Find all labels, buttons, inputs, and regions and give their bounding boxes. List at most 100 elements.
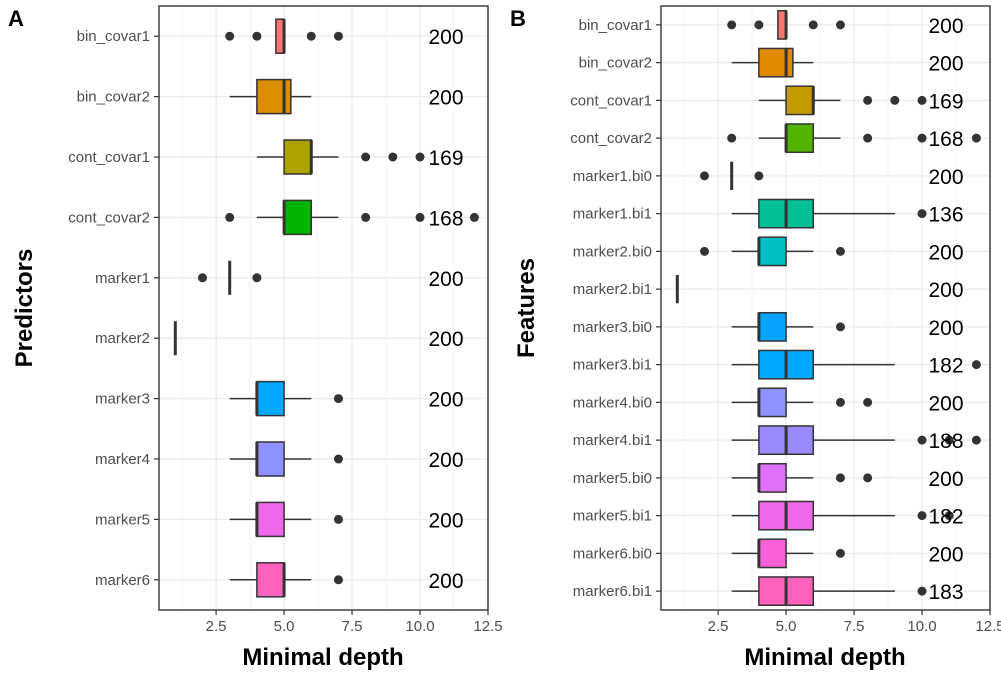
outlier-point xyxy=(700,171,710,181)
outlier-point xyxy=(727,20,737,30)
count-label: 200 xyxy=(928,15,963,38)
outlier-point xyxy=(198,273,208,283)
boxplot-marker5.bi1: 182 xyxy=(731,500,964,531)
count-label: 182 xyxy=(928,506,963,529)
boxplot-cont_covar2: 168 xyxy=(727,123,981,154)
count-label: 200 xyxy=(928,392,963,415)
count-label: 200 xyxy=(428,570,463,593)
count-label: 200 xyxy=(928,166,963,189)
boxplot-marker3: 200 xyxy=(229,380,464,417)
count-label: 200 xyxy=(428,87,463,110)
y-tick-label: marker2 xyxy=(95,330,150,347)
outlier-point xyxy=(361,152,371,162)
outlier-point xyxy=(944,511,954,521)
box-marker2.bi0 xyxy=(758,236,787,267)
y-tick-label: marker5.bi1 xyxy=(573,508,652,525)
count-label: 188 xyxy=(928,430,963,453)
box-marker4.bi0 xyxy=(758,387,787,418)
panel-b-tag: B xyxy=(510,6,526,31)
x-tick-label: 10.0 xyxy=(405,618,434,635)
y-tick-label: marker6.bi1 xyxy=(573,583,652,600)
boxplot-marker6: 200 xyxy=(229,562,464,598)
panel-a-plot-border xyxy=(159,6,488,610)
boxplot-marker4.bi1: 188 xyxy=(731,425,981,456)
x-tick-label: 7.5 xyxy=(844,618,865,635)
count-label: 200 xyxy=(928,53,963,76)
x-tick-label: 2.5 xyxy=(708,618,729,635)
count-label: 200 xyxy=(928,468,963,491)
outlier-point xyxy=(754,20,764,30)
outlier-point xyxy=(917,133,927,143)
box-marker6.bi0 xyxy=(758,538,787,569)
outlier-point xyxy=(361,212,371,222)
y-tick-label: cont_covar2 xyxy=(570,130,652,147)
boxplot-marker6.bi0: 200 xyxy=(731,538,964,569)
outlier-point xyxy=(333,394,343,404)
outlier-point xyxy=(835,548,845,558)
box-bin_covar2 xyxy=(758,47,794,78)
boxplot-cont_covar1: 169 xyxy=(758,85,964,116)
panel-b: B 200 200 169 168 200 136 200 200 200 182 200 188 20… xyxy=(510,5,1001,671)
y-tick-label: cont_covar1 xyxy=(68,149,150,166)
boxplot-marker3.bi0: 200 xyxy=(731,311,964,342)
count-label: 200 xyxy=(428,268,463,291)
y-tick-label: marker3.bi0 xyxy=(573,319,652,336)
outlier-point xyxy=(333,514,343,524)
panel-a-frame xyxy=(158,5,489,611)
y-tick-label: marker2.bi0 xyxy=(573,243,652,260)
box-marker5 xyxy=(256,501,285,538)
y-tick-label: bin_covar1 xyxy=(579,17,652,34)
outlier-point xyxy=(333,31,343,41)
outlier-point xyxy=(727,133,737,143)
count-label: 200 xyxy=(928,279,963,302)
outlier-point xyxy=(835,246,845,256)
boxplot-bin_covar2: 200 xyxy=(229,78,464,115)
outlier-point xyxy=(971,133,981,143)
box-cont_covar1 xyxy=(283,139,313,175)
boxplot-marker2.bi1: 200 xyxy=(675,274,964,304)
y-tick-label: marker1.bi1 xyxy=(573,206,652,223)
count-label: 136 xyxy=(928,204,963,227)
y-tick-label: cont_covar2 xyxy=(68,209,150,226)
outlier-point xyxy=(835,397,845,407)
outlier-point xyxy=(252,273,262,283)
boxplot-bin_covar1: 200 xyxy=(727,9,964,40)
count-label: 200 xyxy=(428,449,463,472)
box-cont_covar1 xyxy=(785,85,815,116)
x-tick-label: 12.5 xyxy=(975,618,1001,635)
x-tick-label: 7.5 xyxy=(342,618,363,635)
y-tick-label: marker3 xyxy=(95,391,150,408)
y-tick-label: marker2.bi1 xyxy=(573,281,652,298)
boxplot-cont_covar1: 169 xyxy=(256,139,464,175)
outlier-point xyxy=(917,511,927,521)
count-label: 200 xyxy=(428,389,463,412)
count-label: 168 xyxy=(928,128,963,151)
outlier-point xyxy=(917,586,927,596)
y-tick-label: marker5 xyxy=(95,511,150,528)
y-tick-label: marker3.bi1 xyxy=(573,357,652,374)
count-label: 200 xyxy=(428,26,463,49)
box-marker5.bi0 xyxy=(758,462,787,493)
outlier-point xyxy=(808,20,818,30)
y-tick-label: marker4 xyxy=(95,451,150,468)
box-cont_covar2 xyxy=(785,123,815,154)
boxplot-bin_covar1: 200 xyxy=(225,18,464,54)
box-marker6 xyxy=(256,562,285,598)
box-marker4 xyxy=(256,441,285,477)
panel-b-x-axis-title: Minimal depth xyxy=(744,644,905,671)
outlier-point xyxy=(415,152,425,162)
x-tick-label: 2.5 xyxy=(206,618,227,635)
outlier-point xyxy=(835,20,845,30)
x-tick-label: 5.0 xyxy=(274,618,295,635)
box-cont_covar2 xyxy=(283,199,313,236)
outlier-point xyxy=(971,435,981,445)
outlier-point xyxy=(917,95,927,105)
y-tick-label: marker4.bi1 xyxy=(573,432,652,449)
y-tick-label: cont_covar1 xyxy=(570,92,652,109)
count-label: 183 xyxy=(928,581,963,604)
panel-b-gridlines xyxy=(661,6,991,610)
y-tick-label: marker4.bi0 xyxy=(573,394,652,411)
boxplot-marker2: 200 xyxy=(173,321,464,356)
x-tick-label: 10.0 xyxy=(907,618,936,635)
